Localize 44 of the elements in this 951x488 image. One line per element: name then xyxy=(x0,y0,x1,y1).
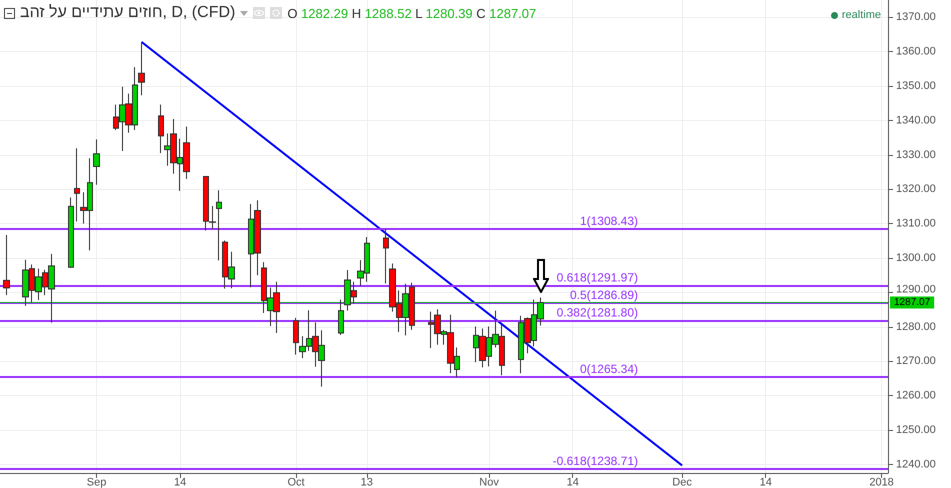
candlestick xyxy=(209,206,216,230)
annotation: realtime xyxy=(842,9,881,21)
candlestick xyxy=(93,138,100,186)
y-tick-label: 1360.00 xyxy=(896,46,936,58)
y-tick-label: 1270.00 xyxy=(896,355,936,368)
y-tick-label: 1350.00 xyxy=(896,80,936,92)
x-tick-label: Nov xyxy=(479,476,500,488)
y-tick-label: 1340.00 xyxy=(896,114,936,126)
y-tick-label: 1300.00 xyxy=(896,252,936,264)
candlestick xyxy=(383,228,389,284)
y-tick-label: 1370.00 xyxy=(896,11,936,24)
ref-line-label: 0.618(1291.97) xyxy=(556,270,638,285)
candlestick xyxy=(3,234,10,296)
candlestick xyxy=(216,190,222,261)
candlestick xyxy=(158,104,164,154)
x-tick-label: 13 xyxy=(360,476,373,488)
candlestick xyxy=(68,196,74,268)
candlestick xyxy=(293,317,299,356)
candlestick xyxy=(74,148,80,222)
candlestick xyxy=(203,176,209,231)
y-tick-label: 1240.00 xyxy=(896,458,936,470)
x-tick-label: 2018 xyxy=(869,476,894,488)
ref-line-label: -0.618(1238.71) xyxy=(552,454,638,468)
y-tick-label: 1290.00 xyxy=(896,283,936,296)
y-tick-label: 1310.00 xyxy=(896,218,936,230)
ref-line-label: 0.5(1286.89) xyxy=(570,288,638,302)
x-tick-label: 14 xyxy=(174,476,186,488)
y-tick-label: 1320.00 xyxy=(896,183,936,196)
ref-line-label: 0.382(1281.80) xyxy=(556,306,638,320)
y-tick-label: 1260.00 xyxy=(896,390,936,402)
ref-line-label: 1(1308.43) xyxy=(580,214,638,228)
ref-line-label: 1287.07 xyxy=(894,296,931,308)
y-tick-label: 1330.00 xyxy=(896,148,936,161)
x-tick-label: 14 xyxy=(760,476,772,488)
annotation: O 1282.29 H 1288.52 L 1280.39 C 1287.07 xyxy=(287,6,536,20)
x-tick-label: Oct xyxy=(287,476,305,488)
x-tick-label: Sep xyxy=(86,476,106,488)
x-tick-label: 14 xyxy=(566,476,579,488)
candlestick xyxy=(138,41,145,96)
y-tick-label: 1250.00 xyxy=(896,424,936,436)
y-tick-label: 1280.00 xyxy=(896,320,936,333)
chart-title: חוזים עתידיים על זהב, D, (CFD) xyxy=(20,4,236,22)
x-tick-label: Dec xyxy=(672,476,692,488)
ref-line-label: 0(1265.34) xyxy=(580,362,638,376)
